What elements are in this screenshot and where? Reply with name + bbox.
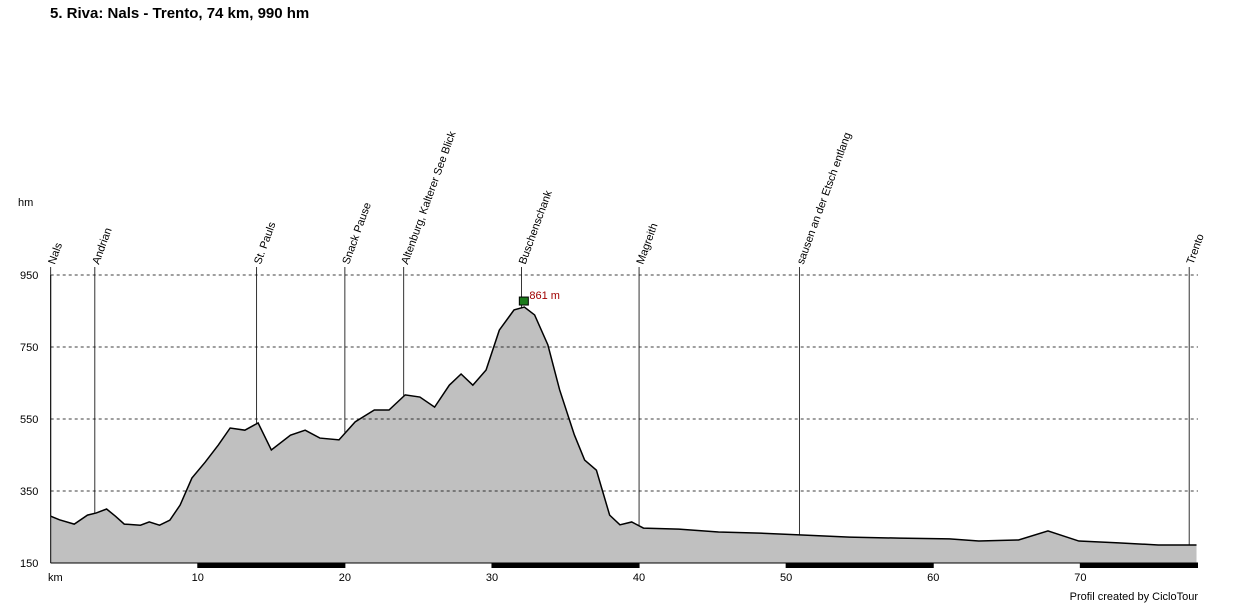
scale-bar (1080, 563, 1198, 568)
x-tick-label: 60 (927, 572, 939, 584)
x-tick-label: 40 (633, 572, 645, 584)
scale-bar (491, 563, 640, 568)
waypoint-label: Trento (1185, 232, 1207, 266)
waypoint-label: Altenburg, Kalterer See Blick (399, 129, 459, 266)
waypoint-label: Magreith (635, 222, 661, 266)
credit: Profil created by CicloTour (1070, 591, 1199, 603)
x-tick-label: 10 (192, 572, 204, 584)
x-tick-label: 30 (486, 572, 498, 584)
waypoint-label: Buschenschank (517, 188, 555, 266)
waypoint-label: sausen an der Etsch entlang (795, 131, 854, 266)
y-tick-label: 150 (20, 558, 38, 570)
waypoint-label: Andrian (90, 226, 114, 266)
waypoint-label: Nals (46, 241, 65, 266)
x-tick-label: 20 (339, 572, 351, 584)
x-axis-label: km (48, 572, 63, 584)
x-tick-label: 50 (780, 572, 792, 584)
y-axis-label: hm (18, 197, 33, 209)
chart-title: 5. Riva: Nals - Trento, 74 km, 990 hm (50, 5, 309, 22)
y-tick-label: 750 (20, 342, 38, 354)
y-tick-label: 550 (20, 414, 38, 426)
y-tick-label: 950 (20, 270, 38, 282)
elevation-area (50, 307, 1197, 563)
peak-marker (518, 296, 529, 306)
scale-bar (786, 563, 934, 568)
y-tick-label: 350 (20, 486, 38, 498)
waypoint-label: Snack Pause (340, 201, 373, 266)
waypoint-label: St. Pauls (252, 220, 279, 266)
x-tick-label: 70 (1074, 572, 1086, 584)
scale-bar (197, 563, 345, 568)
peak-label: 861 m (529, 290, 560, 302)
